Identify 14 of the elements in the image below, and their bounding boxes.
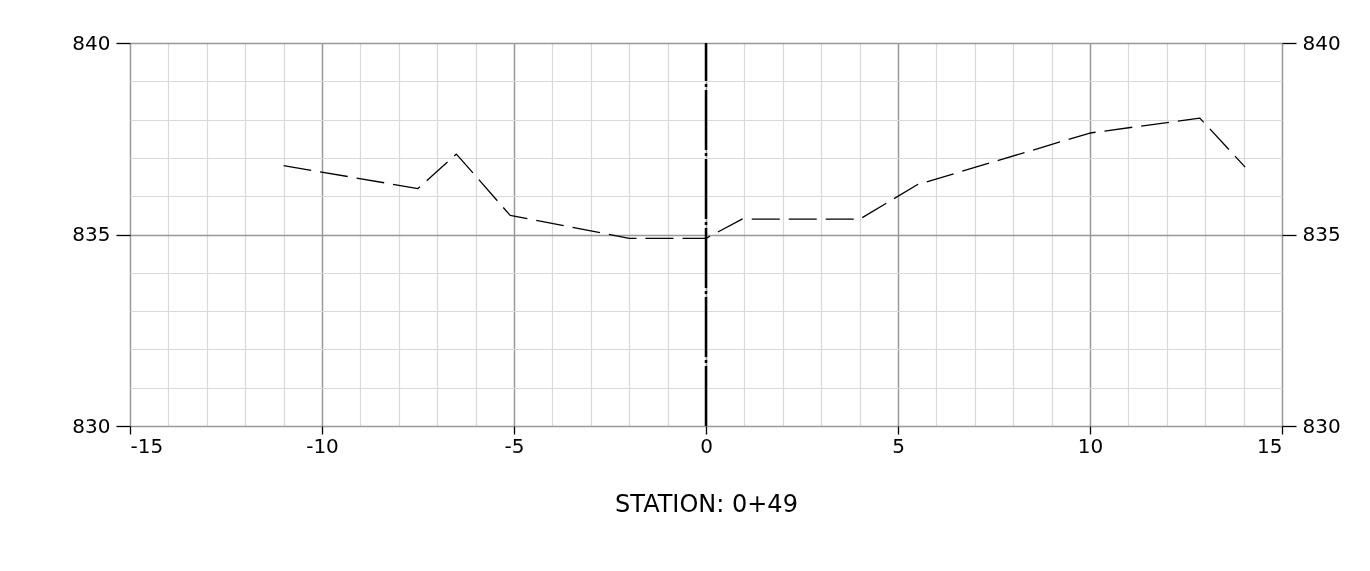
y-tick-label: 835 — [72, 222, 111, 246]
x-axis-title: STATION: 0+49 — [615, 489, 798, 518]
x-tick-label: 0 — [700, 433, 713, 458]
y2-tick-label: 835 — [1302, 222, 1341, 246]
x-tick-label: -10 — [306, 433, 339, 458]
x-tick-label: 5 — [892, 433, 905, 458]
y2-tick-label: 830 — [1302, 413, 1341, 438]
y2-tick-label: 840 — [1302, 30, 1341, 55]
y-tick-label: 840 — [72, 30, 111, 55]
y-tick-label: 830 — [72, 413, 111, 438]
x-tick-label: 15 — [1257, 433, 1283, 458]
x-tick-label: -5 — [504, 433, 525, 458]
x-tick-label: 10 — [1077, 433, 1104, 458]
x-tick-label: -15 — [130, 433, 164, 458]
